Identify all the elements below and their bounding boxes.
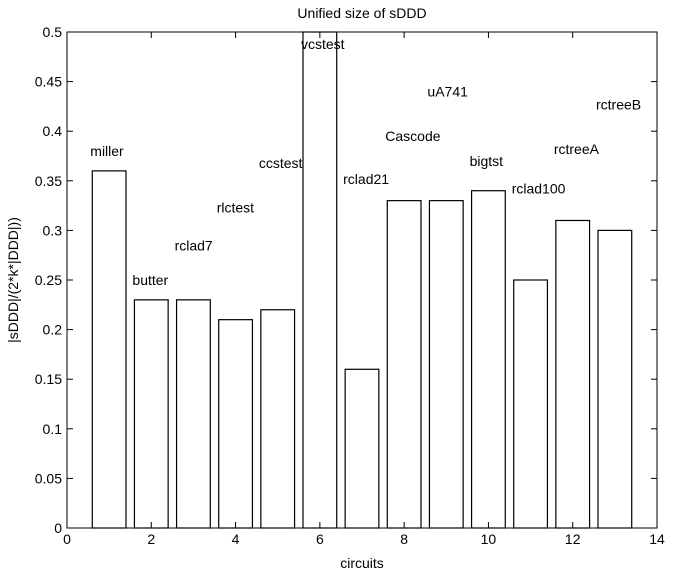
y-tick-label: 0.5 [43, 24, 63, 40]
bar [597, 229, 633, 529]
y-tick-label: 0.3 [43, 222, 63, 238]
y-tick-label: 0.45 [35, 74, 62, 90]
bar-label: rclad100 [512, 181, 566, 197]
y-tick-label: 0.2 [43, 322, 63, 338]
x-tick-label: 8 [400, 531, 408, 547]
y-tick-label: 0.4 [43, 123, 63, 139]
x-axis-label: circuits [340, 555, 384, 571]
bar-label: uA741 [427, 84, 468, 100]
x-axis: 0 2 4 6 8 10 12 14 [63, 32, 665, 547]
bar [302, 31, 338, 529]
bar [91, 170, 127, 529]
bar-label: bigtst [470, 153, 504, 169]
bar-label: rctreeA [554, 141, 600, 157]
bar-label: butter [132, 272, 168, 288]
bar [555, 219, 591, 529]
y-tick-label: 0.25 [35, 272, 62, 288]
y-tick-label: 0.15 [35, 371, 62, 387]
bar [133, 299, 169, 529]
bar [470, 190, 506, 529]
x-tick-label: 14 [649, 531, 665, 547]
chart-title: Unified size of sDDD [297, 5, 426, 21]
x-tick-label: 6 [316, 531, 324, 547]
y-axis-label: |sDDD|/(2*k*|DDD|)) [5, 217, 21, 343]
x-tick-label: 2 [147, 531, 155, 547]
bar [218, 319, 254, 529]
y-tick-label: 0.1 [43, 421, 63, 437]
bar [428, 200, 464, 529]
y-axis: 0 0.05 0.1 0.15 0.2 0.25 0.3 0.35 0.4 0.45 0.5 [35, 24, 657, 536]
plot-area: miller butter rclad7 rlctest ccstest vcstest r… [90, 31, 641, 529]
bar-label: ccstest [259, 155, 303, 171]
bar-label: Cascode [385, 128, 440, 144]
bar-label: rclad7 [175, 237, 213, 253]
x-tick-label: 12 [565, 531, 581, 547]
x-tick-label: 0 [63, 531, 71, 547]
bar-label: miller [90, 143, 124, 159]
bar-label: rctreeB [596, 96, 641, 112]
bar [344, 368, 380, 529]
bar [513, 279, 549, 529]
x-tick-label: 4 [232, 531, 240, 547]
bar [175, 299, 211, 529]
y-tick-label: 0.05 [35, 470, 62, 486]
x-tick-label: 10 [481, 531, 497, 547]
bar-label: rlctest [217, 200, 254, 216]
bar [386, 200, 422, 529]
y-tick-label: 0 [54, 520, 62, 536]
bar-label: vcstest [301, 36, 345, 52]
bar-label: rclad21 [343, 171, 389, 187]
y-tick-label: 0.35 [35, 173, 62, 189]
bar [260, 309, 296, 529]
